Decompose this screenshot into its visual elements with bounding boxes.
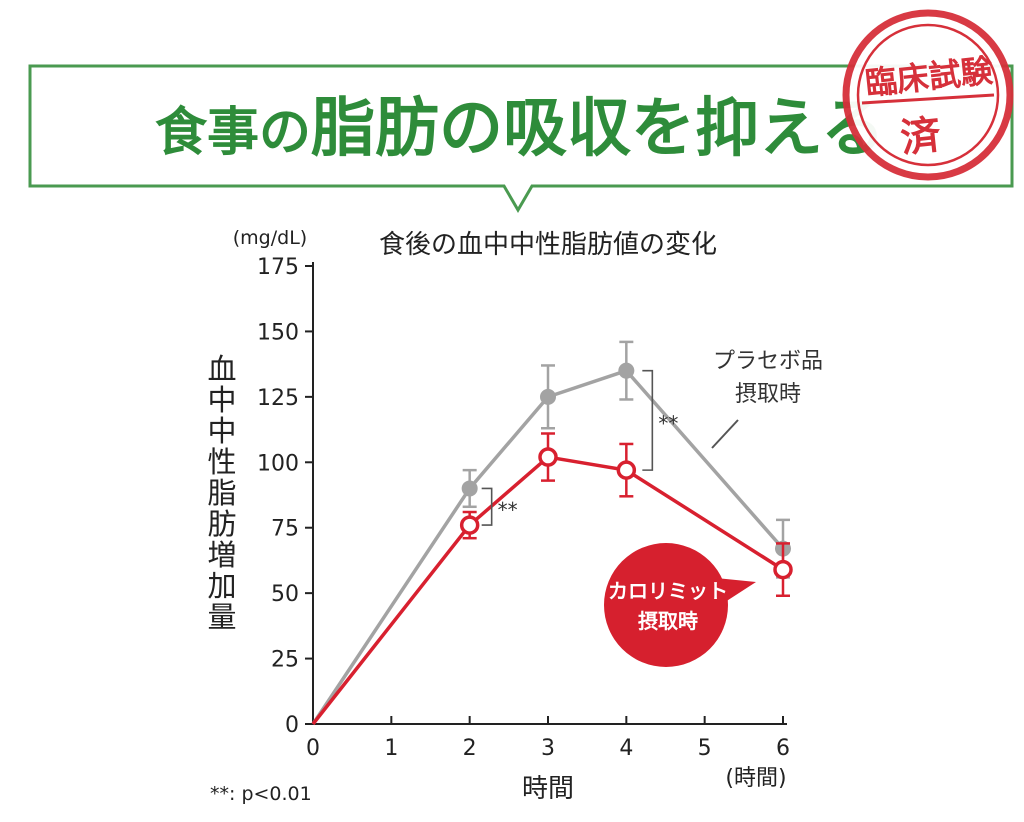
header-title: 食事の脂肪の吸収を抑える	[155, 91, 885, 166]
axes: 0 25 50 75 100 125 150 175 0 1 2 3 4 5 6	[257, 255, 790, 761]
y-tick-label: 100	[257, 451, 299, 476]
x-tick-label: 6	[776, 736, 790, 761]
x-tick-label: 2	[463, 736, 477, 761]
data-point	[538, 447, 558, 467]
legend-calorimit-pointer	[716, 578, 756, 604]
header-title-part2: 脂肪の吸収を抑える	[311, 91, 885, 166]
y-axis-title-char: 血	[207, 352, 236, 386]
significance-bracket	[481, 487, 493, 526]
y-tick-label: 50	[271, 582, 299, 607]
x-tick-label: 1	[384, 736, 398, 761]
x-tick-label: 3	[541, 736, 555, 761]
significance-label: **	[658, 411, 678, 435]
y-tick-label: 150	[257, 320, 299, 345]
y-tick-label: 0	[285, 713, 299, 738]
data-point	[618, 362, 635, 379]
y-unit-label: (mg/dL)	[233, 227, 307, 249]
y-axis-title-char: 肪	[207, 507, 236, 541]
data-point	[459, 515, 480, 535]
y-axis-title-char: 増	[207, 538, 236, 572]
data-point	[773, 559, 793, 580]
x-tick-label: 0	[306, 736, 320, 761]
legend-calorimit-line1: カロリミット	[608, 579, 728, 603]
y-axis-title-char: 量	[207, 600, 236, 634]
legend-calorimit-line2: 摂取時	[638, 609, 698, 633]
plot-area: ** **	[311, 340, 793, 726]
y-axis-title-char: 中	[207, 414, 236, 448]
legend-placebo-line1: プラセボ品	[713, 349, 823, 374]
x-unit-label: (時間)	[725, 766, 786, 791]
clinical-test-stamp: 臨床試験 済	[842, 9, 1014, 181]
significance-bracket	[642, 369, 654, 471]
stamp-bottom-text: 済	[898, 112, 944, 162]
header-title-part1: 食事の	[155, 102, 311, 163]
y-tick-label: 25	[271, 648, 299, 673]
y-axis-title-char: 性	[207, 445, 236, 479]
chart-title: 食後の血中中性脂肪値の変化	[379, 230, 717, 260]
legend-placebo-line2: 摂取時	[735, 382, 801, 407]
legend-calorimit: カロリミット 摂取時	[604, 543, 756, 667]
y-axis-title-char: 脂	[207, 476, 236, 510]
header-banner: 食事の脂肪の吸収を抑える	[28, 64, 1014, 213]
x-tick-label: 4	[619, 736, 633, 761]
y-tick-label: 75	[271, 517, 299, 542]
y-tick-label: 125	[257, 386, 299, 411]
legend-placebo: プラセボ品 摂取時	[711, 349, 823, 449]
data-point	[616, 460, 637, 480]
data-point	[540, 388, 556, 405]
y-axis-title: 血中中性脂肪増加量	[207, 352, 236, 634]
x-tick-label: 5	[698, 736, 712, 761]
significance-label: **	[498, 498, 518, 522]
legend-placebo-leader	[711, 419, 739, 449]
data-point	[461, 480, 478, 497]
y-axis-title-char: 加	[207, 569, 236, 603]
legend-calorimit-badge	[604, 543, 728, 667]
y-tick-label: 175	[257, 255, 299, 280]
footnote: **: p<0.01	[210, 783, 312, 805]
y-axis-title-char: 中	[207, 383, 236, 417]
x-axis-title: 時間	[522, 774, 574, 804]
